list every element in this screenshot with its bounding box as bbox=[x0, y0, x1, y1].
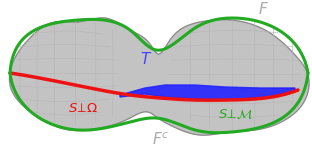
Text: $T$: $T$ bbox=[140, 51, 152, 67]
Text: $F$: $F$ bbox=[258, 1, 269, 17]
Text: $F^c$: $F^c$ bbox=[152, 131, 170, 148]
Text: $S\!\perp\!\Omega$: $S\!\perp\!\Omega$ bbox=[68, 102, 98, 115]
Polygon shape bbox=[120, 85, 295, 100]
Text: $S\!\perp\!\mathcal{M}$: $S\!\perp\!\mathcal{M}$ bbox=[218, 107, 253, 121]
Polygon shape bbox=[9, 18, 309, 135]
